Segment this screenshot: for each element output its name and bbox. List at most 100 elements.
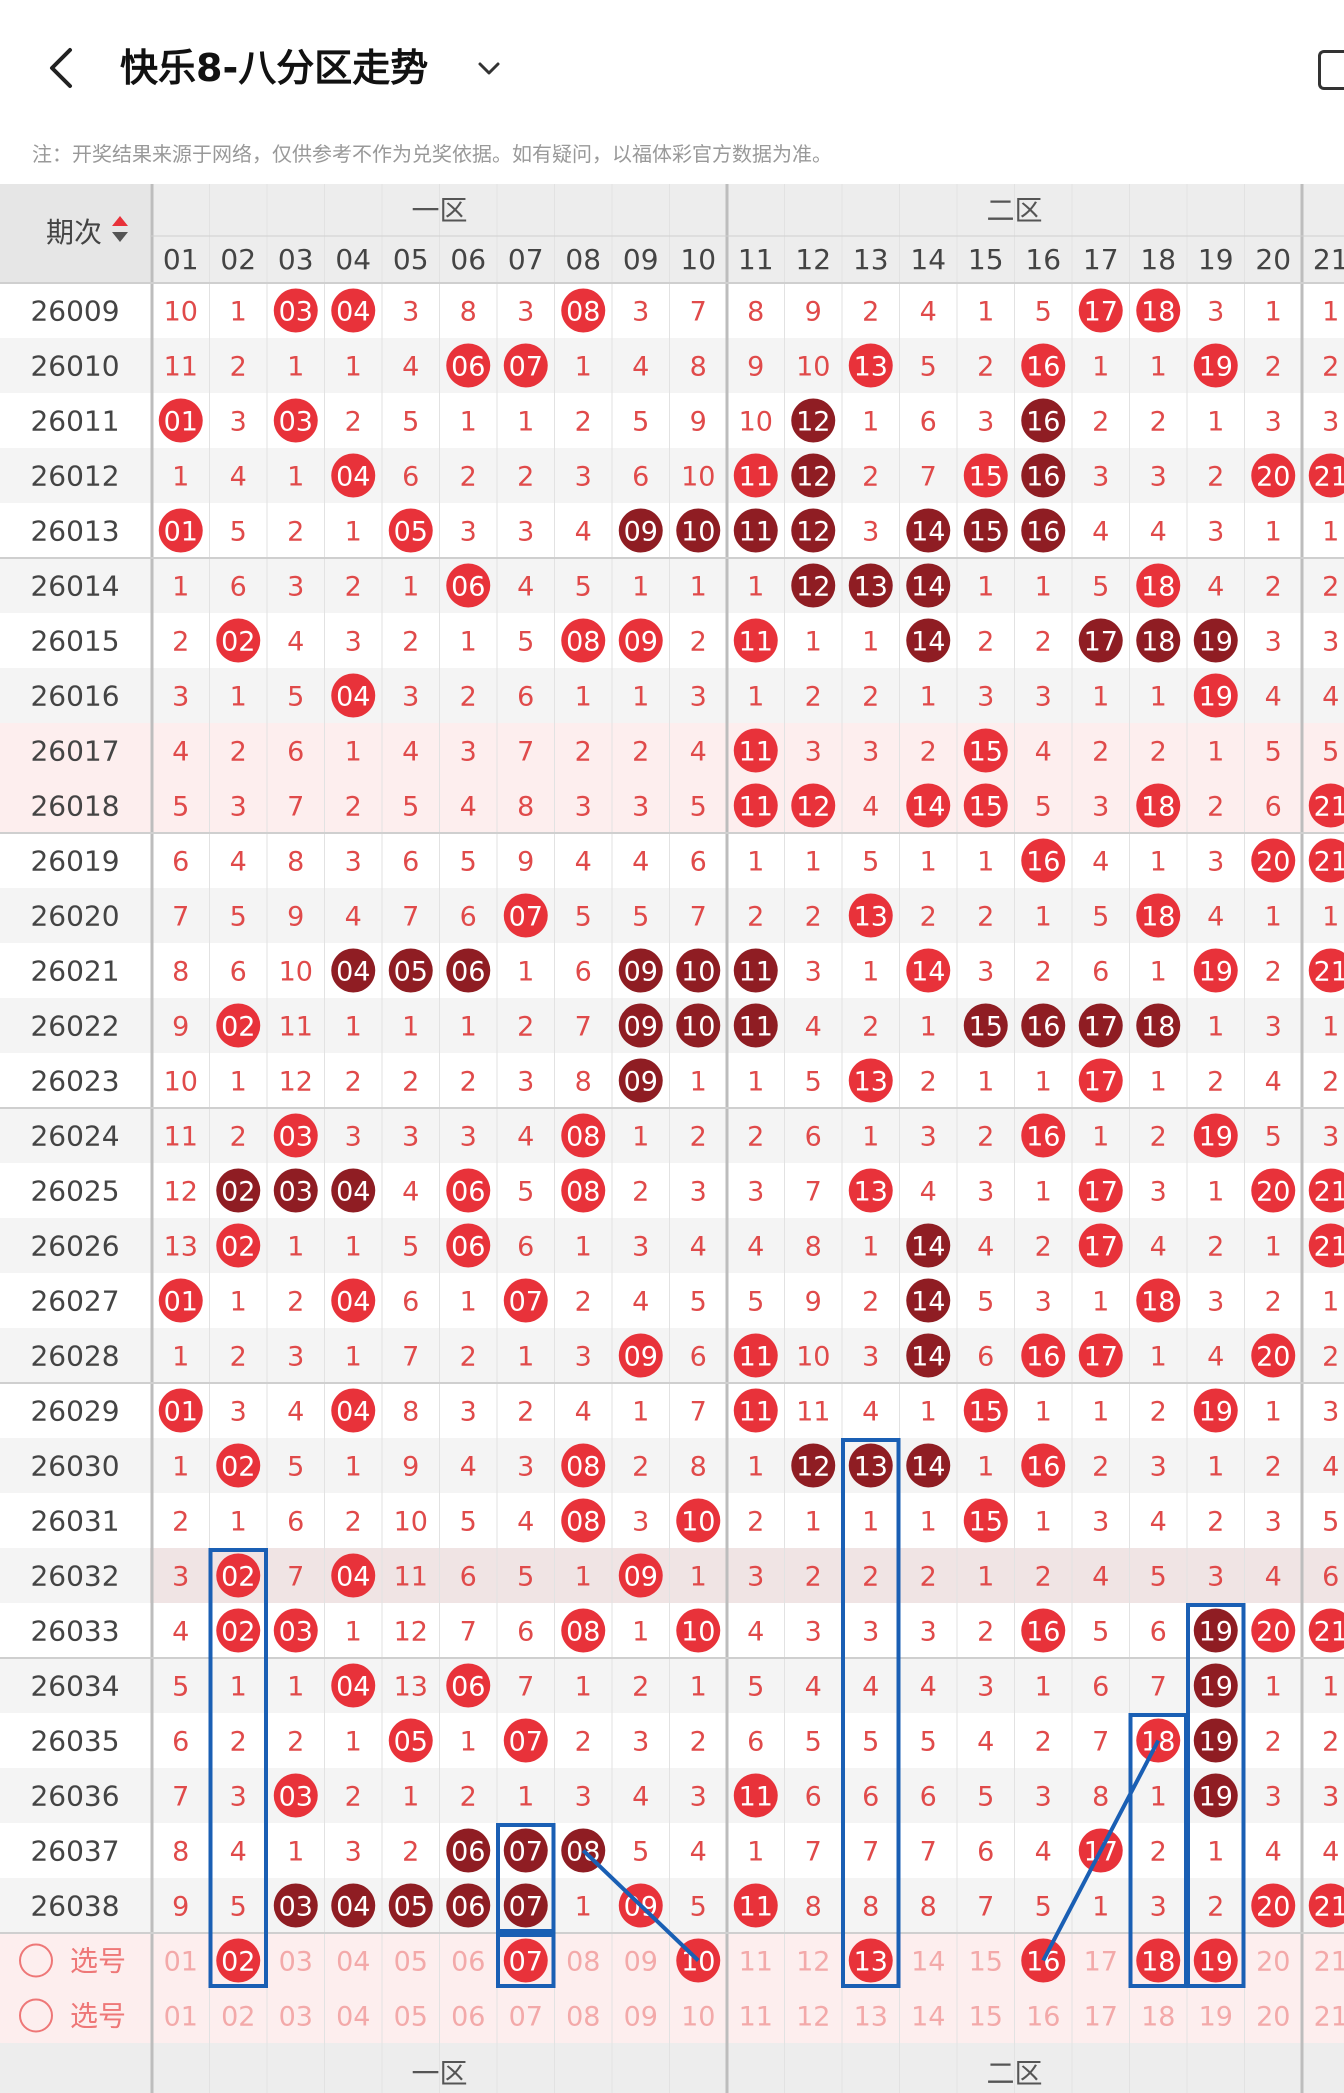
select-number[interactable]: 17 [1084,1947,1118,1978]
selected-ball[interactable] [503,1938,548,1983]
ball-number: 11 [739,1892,773,1923]
select-radio[interactable] [19,1943,53,1978]
ball-number: 06 [451,352,485,383]
omission-value: 7 [517,737,534,768]
omission-value: 3 [920,1617,937,1648]
select-number[interactable]: 14 [911,2002,945,2033]
bottom-zone-label: 一区 [411,2057,467,2090]
select-number[interactable]: 05 [394,2002,428,2033]
period-label: 26026 [30,1230,119,1263]
ball-number: 15 [969,462,1003,493]
select-number[interactable]: 21 [1314,2002,1344,2033]
omission-value: 1 [172,572,189,603]
drawn-ball [1078,1003,1123,1048]
omission-value: 2 [862,462,879,493]
omission-value: 2 [1092,407,1109,438]
select-number[interactable]: 05 [394,1947,428,1978]
column-header: 11 [738,243,774,276]
select-number[interactable]: 20 [1256,1947,1290,1978]
omission-value: 1 [402,1012,419,1043]
omission-value: 10 [796,352,830,383]
select-number[interactable]: 12 [796,2002,830,2033]
select-number[interactable]: 06 [451,1947,485,1978]
omission-value: 7 [805,1177,822,1208]
select-number[interactable]: 01 [164,1947,198,1978]
omission-value: 2 [575,737,592,768]
selected-ball[interactable] [216,1938,261,1983]
select-number[interactable]: 14 [911,1947,945,1978]
omission-value: 8 [172,1837,189,1868]
select-number[interactable]: 11 [739,2002,773,2033]
select-number[interactable]: 03 [279,2002,313,2033]
select-number[interactable]: 01 [164,2002,198,2033]
select-number[interactable]: 17 [1084,2002,1118,2033]
omission-value: 2 [230,737,247,768]
omission-value: 5 [920,1727,937,1758]
omission-value: 4 [920,1177,937,1208]
ball-number: 07 [509,1837,543,1868]
select-number[interactable]: 16 [1026,2002,1060,2033]
select-number[interactable]: 03 [279,1947,313,1978]
selected-ball[interactable] [848,1938,893,1983]
select-number[interactable]: 06 [451,2002,485,2033]
trend-line [1041,1739,1161,1962]
select-number[interactable]: 18 [1141,2002,1175,2033]
select-radio[interactable] [19,1998,53,2033]
drawn-ball [1193,618,1238,663]
ball-number: 01 [164,1287,198,1318]
omission-value: 2 [575,1727,592,1758]
selected-ball[interactable] [1136,1938,1181,1983]
select-number[interactable]: 07 [509,2002,543,2033]
select-number[interactable]: 21 [1314,1947,1344,1978]
title-dropdown-button[interactable] [474,50,504,86]
omission-value: 9 [402,1452,419,1483]
select-number[interactable]: 04 [336,2002,370,2033]
drawn-ball [503,893,548,938]
table-row [0,668,1344,723]
omission-value: 5 [230,902,247,933]
select-number[interactable]: 08 [566,1947,600,1978]
drawn-ball [676,1003,721,1048]
omission-value: 7 [575,1012,592,1043]
omission-value: 4 [517,572,534,603]
trend-box [496,1823,556,1933]
select-number[interactable]: 15 [969,1947,1003,1978]
select-label: 选号 [70,1945,126,1978]
column-header: 07 [508,243,544,276]
omission-value: 6 [517,1617,534,1648]
omission-value: 3 [230,792,247,823]
select-number[interactable]: 08 [566,2002,600,2033]
omission-value: 4 [920,297,937,328]
select-number[interactable]: 11 [739,1947,773,1978]
omission-value: 1 [460,1287,477,1318]
omission-value: 2 [172,627,189,658]
omission-value: 1 [1150,1342,1167,1373]
period-header[interactable]: 期次 [46,216,102,249]
omission-value: 1 [402,1782,419,1813]
select-number[interactable]: 09 [624,1947,658,1978]
drawn-ball [1078,288,1123,333]
table-row [0,1053,1344,1108]
select-number[interactable]: 04 [336,1947,370,1978]
select-number[interactable]: 15 [969,2002,1003,2033]
select-number[interactable]: 10 [681,2002,715,2033]
selected-ball[interactable] [1193,1938,1238,1983]
drawn-ball [848,1443,893,1488]
sort-arrows-icon[interactable] [112,216,128,242]
omission-value: 4 [1035,737,1052,768]
menu-icon[interactable] [1318,50,1344,90]
omission-value: 4 [402,737,419,768]
select-number[interactable]: 20 [1256,2002,1290,2033]
column-header: 06 [450,243,486,276]
select-number[interactable]: 19 [1199,2002,1233,2033]
omission-value: 7 [172,902,189,933]
select-number[interactable]: 12 [796,1947,830,1978]
select-number[interactable]: 13 [854,2002,888,2033]
omission-value: 10 [796,1342,830,1373]
ball-number: 20 [1256,462,1290,493]
back-button[interactable] [40,40,84,96]
select-number[interactable]: 02 [221,2002,255,2033]
select-number[interactable]: 09 [624,2002,658,2033]
ball-number: 05 [394,1727,428,1758]
